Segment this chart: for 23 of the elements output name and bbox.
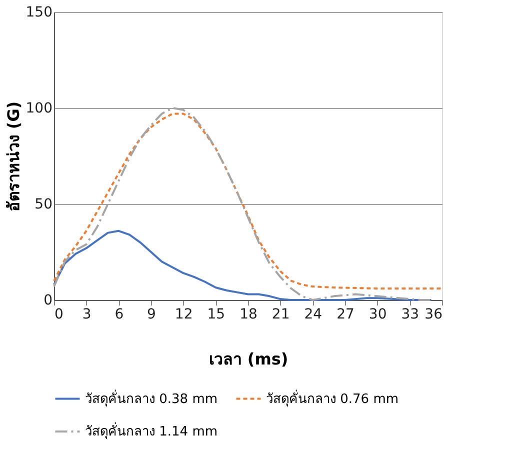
- x-tick-label: 12: [174, 306, 193, 322]
- y-tick-label: 100: [26, 100, 52, 116]
- line-series: [53, 230, 432, 301]
- legend-label: วัสดุคั่นกลาง 0.38 mm: [85, 390, 218, 407]
- x-tick-label: 36: [424, 306, 443, 322]
- x-tick-label: 24: [304, 306, 322, 322]
- legend-label: วัสดุคั่นกลาง 1.14 mm: [85, 422, 218, 440]
- x-tick-label: 0: [54, 306, 64, 322]
- x-tick-label: 18: [240, 306, 258, 322]
- x-tick-label: 3: [82, 306, 92, 322]
- legend-label: วัสดุคั่นกลาง 0.76 mm: [266, 390, 399, 407]
- x-tick-label: 9: [147, 306, 156, 322]
- x-tick-label: 30: [368, 306, 387, 322]
- y-tick-label: 150: [26, 4, 52, 20]
- x-axis-title: เวลา (ms): [208, 350, 288, 368]
- x-tick-label: 21: [272, 306, 290, 322]
- x-tick-label: 6: [114, 306, 124, 322]
- x-tick-label: 33: [401, 306, 420, 322]
- y-tick-label: 0: [44, 292, 52, 308]
- x-tick-label: 15: [207, 306, 226, 322]
- y-axis-title: อัตราหน่วง (G): [4, 101, 23, 212]
- x-tick-label: 27: [336, 306, 354, 322]
- y-tick-label: 50: [34, 196, 52, 212]
